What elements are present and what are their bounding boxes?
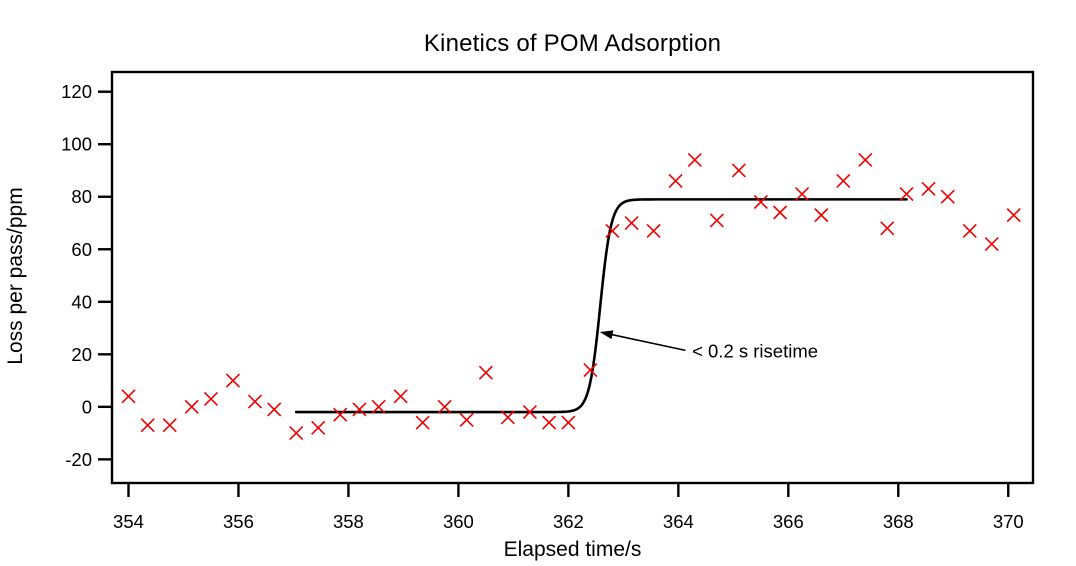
x-tick-label: 360 [443, 511, 474, 532]
data-marker [247, 394, 263, 409]
data-marker [267, 402, 282, 417]
data-marker [311, 420, 326, 435]
data-marker [605, 223, 620, 238]
x-tick-label: 368 [883, 511, 914, 532]
data-marker [1006, 208, 1021, 223]
data-marker [858, 152, 873, 168]
annotation-arrowhead [599, 330, 614, 340]
y-tick-label: 100 [61, 134, 92, 155]
x-tick-label: 366 [773, 511, 804, 532]
data-marker [687, 152, 702, 168]
y-tick-label: 80 [71, 186, 92, 207]
data-marker [709, 213, 724, 228]
y-tick-label: 60 [71, 239, 92, 260]
y-tick-label: -20 [65, 449, 92, 470]
data-marker [478, 365, 493, 380]
data-marker [500, 410, 515, 425]
data-marker [646, 223, 661, 238]
x-tick-label: 370 [993, 511, 1024, 532]
data-marker [437, 399, 452, 414]
x-axis-title: Elapsed time/s [503, 538, 642, 561]
x-tick-label: 354 [113, 511, 144, 532]
x-tick-label: 362 [553, 511, 584, 532]
data-marker [352, 402, 367, 417]
data-marker [542, 415, 557, 430]
x-tick-label: 356 [223, 511, 254, 532]
data-marker [814, 208, 829, 223]
data-marker [753, 194, 768, 210]
data-marker [415, 415, 430, 430]
data-marker [203, 391, 219, 407]
data-marker [624, 215, 639, 231]
annotation-arrow-line [609, 333, 686, 352]
fit-line [294, 198, 908, 414]
y-tick-label: 20 [71, 344, 92, 365]
x-tick-label: 358 [333, 511, 364, 532]
data-marker [668, 173, 683, 189]
y-tick-label: 0 [82, 396, 92, 417]
data-marker [962, 223, 977, 238]
data-marker [561, 415, 576, 430]
data-marker [162, 418, 177, 433]
data-marker [393, 389, 408, 404]
data-marker [899, 187, 914, 202]
data-marker [773, 205, 788, 220]
data-marker [522, 405, 537, 420]
data-marker [121, 389, 136, 404]
data-marker [880, 221, 895, 236]
data-marker [921, 181, 936, 196]
y-tick-label: 120 [61, 81, 92, 102]
data-marker [940, 189, 955, 204]
x-tick-label: 364 [663, 511, 694, 532]
risetime-annotation: < 0.2 s risetime [692, 341, 818, 362]
data-marker [459, 412, 474, 428]
plot-frame [110, 70, 1035, 485]
data-marker [371, 399, 386, 414]
data-marker [333, 407, 348, 422]
data-marker [731, 163, 746, 178]
y-tick-label: 40 [71, 291, 92, 312]
data-marker [140, 418, 155, 433]
chart-title: Kinetics of POM Adsorption [423, 30, 722, 57]
data-marker [583, 363, 598, 378]
data-marker [794, 187, 810, 202]
data-marker [289, 426, 304, 441]
data-marker [184, 399, 199, 414]
data-marker [836, 173, 851, 189]
data-marker [984, 236, 999, 252]
data-marker [225, 373, 241, 388]
